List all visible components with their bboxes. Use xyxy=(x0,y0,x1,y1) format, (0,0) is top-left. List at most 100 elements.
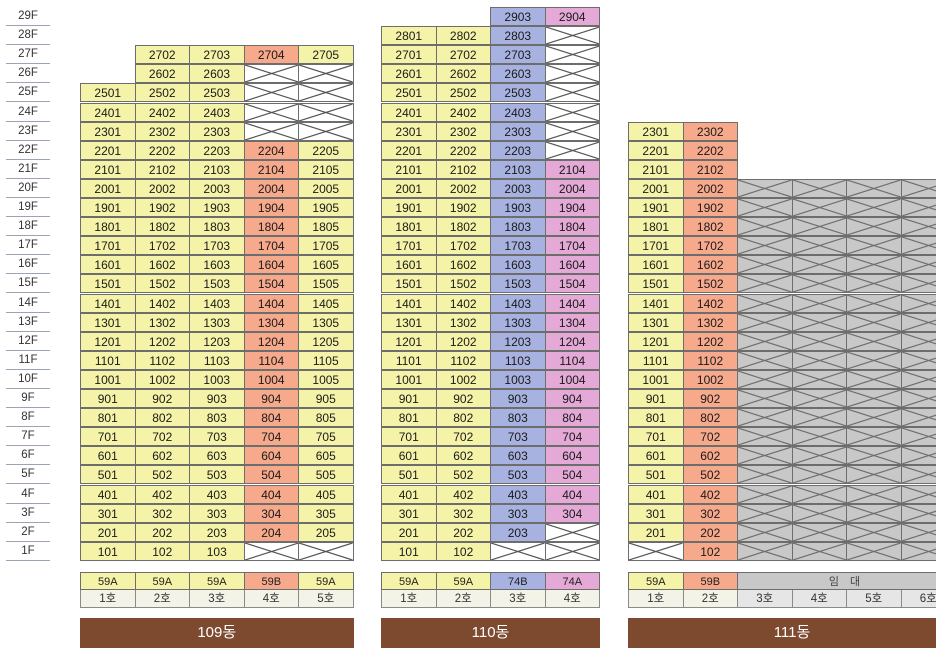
cross-mark-icon xyxy=(847,390,901,407)
unit-number-label: 4호 xyxy=(791,590,847,608)
unit-type-label: 59B xyxy=(243,572,299,590)
empty-unit-cell xyxy=(544,102,600,122)
empty-unit-cell xyxy=(737,350,793,370)
floor-label: 6F xyxy=(6,446,50,466)
empty-unit-cell xyxy=(737,522,793,542)
empty-unit-cell xyxy=(737,503,793,523)
empty-unit-cell xyxy=(846,427,902,447)
empty-unit-cell xyxy=(544,45,600,65)
unit-cell: 802 xyxy=(682,408,738,428)
unit-cell: 202 xyxy=(134,522,190,542)
unit-cell: 702 xyxy=(682,427,738,447)
unit-cell: 2802 xyxy=(435,26,491,46)
cross-mark-icon xyxy=(902,275,936,292)
cross-mark-icon xyxy=(902,486,936,503)
cross-mark-icon xyxy=(847,333,901,350)
unit-cell: 302 xyxy=(134,503,190,523)
unit-number-label: 1호 xyxy=(80,590,136,608)
unit-cell: 502 xyxy=(682,465,738,485)
unit-cell: 1302 xyxy=(682,312,738,332)
unit-cell: 1103 xyxy=(189,350,245,370)
unit-cell: 1201 xyxy=(80,331,136,351)
empty-unit-cell xyxy=(737,255,793,275)
empty-unit-cell xyxy=(900,217,936,237)
unit-cell: 1101 xyxy=(628,350,684,370)
unit-cell: 504 xyxy=(544,465,600,485)
unit-cell: 1202 xyxy=(435,331,491,351)
empty-unit-cell xyxy=(737,274,793,294)
unit-cell: 1203 xyxy=(189,331,245,351)
unit-cell: 303 xyxy=(189,503,245,523)
floor-label: 20F xyxy=(6,179,50,198)
cross-mark-icon xyxy=(793,333,847,350)
unit-cell: 2203 xyxy=(189,140,245,160)
unit-cell: 2301 xyxy=(381,121,437,141)
unit-number-label: 5호 xyxy=(846,590,902,608)
unit-cell: 1403 xyxy=(189,293,245,313)
floor-label: 19F xyxy=(6,198,50,217)
cross-mark-icon xyxy=(245,543,299,560)
unit-cell: 602 xyxy=(435,446,491,466)
unit-cell: 1804 xyxy=(243,217,299,237)
unit-cell: 802 xyxy=(435,408,491,428)
unit-cell: 1303 xyxy=(189,312,245,332)
unit-cell: 201 xyxy=(628,522,684,542)
unit-cell: 1901 xyxy=(381,198,437,217)
floor-label: 25F xyxy=(6,83,50,103)
unit-cell: 1403 xyxy=(490,293,546,313)
unit-cell: 301 xyxy=(628,503,684,523)
unit-cell: 304 xyxy=(243,503,299,523)
unit-cell: 101 xyxy=(381,541,437,561)
cross-mark-icon xyxy=(847,256,901,273)
unit-cell: 205 xyxy=(298,522,354,542)
cross-mark-icon xyxy=(793,524,847,541)
cross-mark-icon xyxy=(738,314,792,331)
floor-label: 14F xyxy=(6,294,50,313)
unit-cell: 2603 xyxy=(189,64,245,84)
unit-cell: 2701 xyxy=(381,45,437,65)
cross-mark-icon xyxy=(847,314,901,331)
cross-mark-icon xyxy=(902,256,936,273)
cross-mark-icon xyxy=(793,428,847,445)
empty-unit-cell xyxy=(846,293,902,313)
unit-cell: 2502 xyxy=(134,83,190,103)
unit-cell: 101 xyxy=(80,541,136,561)
unit-cell: 1204 xyxy=(544,331,600,351)
empty-unit-cell xyxy=(900,198,936,217)
cross-mark-icon xyxy=(847,275,901,292)
floor-label: 5F xyxy=(6,465,50,485)
unit-cell: 803 xyxy=(490,408,546,428)
unit-number-label: 2호 xyxy=(435,590,491,608)
unit-cell: 2104 xyxy=(243,159,299,179)
empty-unit-cell xyxy=(900,465,936,485)
unit-cell: 1802 xyxy=(134,217,190,237)
empty-unit-cell xyxy=(737,389,793,408)
cross-mark-icon xyxy=(245,123,299,140)
unit-cell: 1702 xyxy=(435,236,491,256)
empty-unit-cell xyxy=(791,236,847,256)
unit-cell: 1102 xyxy=(134,350,190,370)
floor-label: 1F xyxy=(6,542,50,561)
unit-cell: 202 xyxy=(435,522,491,542)
empty-unit-cell xyxy=(298,83,354,103)
empty-unit-cell xyxy=(737,331,793,351)
unit-cell: 2201 xyxy=(80,140,136,160)
unit-type-label: 59A xyxy=(298,572,354,590)
unit-cell: 1902 xyxy=(682,198,738,217)
unit-cell: 503 xyxy=(490,465,546,485)
unit-cell: 701 xyxy=(80,427,136,447)
cross-mark-icon xyxy=(546,123,600,140)
unit-cell: 2602 xyxy=(435,64,491,84)
unit-cell: 1903 xyxy=(189,198,245,217)
unit-cell: 1602 xyxy=(435,255,491,275)
cross-mark-icon xyxy=(299,65,353,82)
unit-cell: 201 xyxy=(381,522,437,542)
cross-mark-icon xyxy=(793,314,847,331)
unit-cell: 2201 xyxy=(381,140,437,160)
cross-mark-icon xyxy=(902,428,936,445)
empty-unit-cell xyxy=(544,121,600,141)
cross-mark-icon xyxy=(245,104,299,121)
cross-mark-icon xyxy=(847,543,901,560)
unit-cell: 1704 xyxy=(243,236,299,256)
cross-mark-icon xyxy=(793,390,847,407)
